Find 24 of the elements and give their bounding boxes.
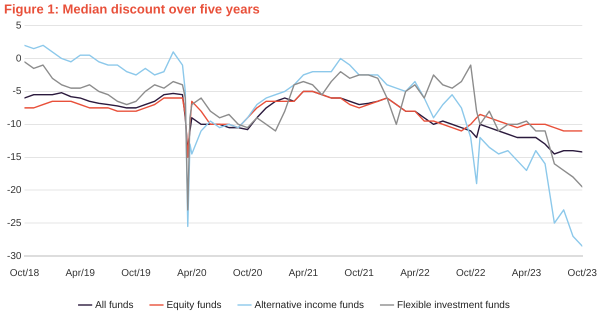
y-tick-label: -15 (7, 152, 22, 164)
chart-title: Figure 1: Median discount over five years (4, 1, 260, 16)
y-tick-label: -30 (7, 250, 22, 262)
x-tick-label: Apr/23 (512, 268, 542, 279)
legend-label: All funds (95, 300, 134, 311)
y-tick-label: 0 (16, 53, 22, 64)
legend-label: Equity funds (166, 300, 222, 311)
x-tick-label: Apr/19 (66, 268, 96, 279)
legend-label: Flexible investment funds (397, 300, 510, 311)
legend-label: Alternative income funds (254, 300, 364, 311)
y-tick-label: 5 (16, 20, 22, 32)
x-tick-label: Apr/21 (288, 268, 319, 279)
x-tick-label: Oct/19 (121, 268, 152, 279)
x-tick-label: Oct/21 (344, 268, 374, 279)
y-tick-label: -10 (7, 119, 22, 130)
x-tick-label: Oct/20 (232, 268, 263, 279)
x-tick-label: Oct/22 (456, 268, 486, 279)
x-tick-label: Apr/20 (177, 268, 207, 279)
x-tick-label: Oct/23 (568, 268, 598, 279)
x-tick-label: Apr/22 (400, 268, 430, 279)
y-tick-label: -20 (7, 184, 22, 196)
y-tick-label: -5 (12, 86, 22, 98)
y-tick-label: -25 (7, 218, 22, 229)
x-tick-label: Oct/18 (10, 268, 40, 279)
